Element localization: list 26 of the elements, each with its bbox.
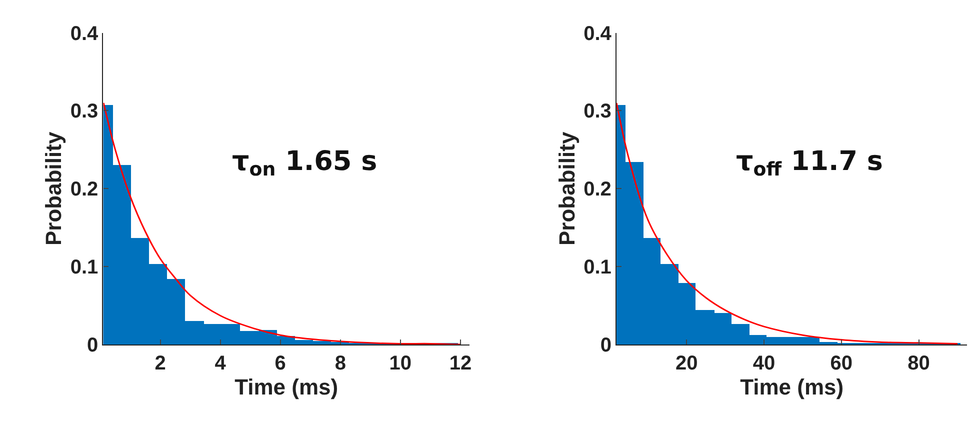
- y-tick-label: 0.2: [584, 178, 612, 201]
- y-tick-label: 0: [87, 334, 98, 356]
- y-axis-title: Probability: [554, 131, 580, 246]
- x-tick-label: 80: [908, 352, 930, 375]
- y-tick-label: 0.1: [70, 256, 98, 279]
- x-tick-label: 8: [334, 352, 346, 375]
- y-axis-title: Probability: [41, 131, 66, 246]
- x-tick-label: 2: [154, 352, 166, 375]
- x-tick-label: 6: [274, 352, 286, 375]
- y-tick-label: 0: [600, 334, 612, 356]
- x-tick-label: 40: [752, 352, 776, 375]
- x-tick-label: 4: [214, 352, 227, 375]
- x-tick-label: 20: [675, 352, 698, 375]
- annotation: τ$_{on}$ 1.65 s: [232, 146, 378, 181]
- x-tick-label: 10: [389, 352, 412, 375]
- y-tick-label: 0.4: [584, 22, 612, 45]
- y-tick-label: 0.3: [70, 100, 98, 123]
- y-tick-label: 0.1: [584, 256, 612, 279]
- y-tick-label: 0.4: [70, 22, 100, 45]
- y-tick-label: 0.2: [70, 178, 98, 201]
- y-tick-label: 0.3: [584, 100, 612, 123]
- x-tick-label: 60: [830, 352, 853, 375]
- annotation: τ$_{off}$ 11.7 s: [736, 146, 884, 181]
- x-axis-title: Time (ms): [740, 374, 844, 400]
- x-tick-label: 12: [449, 352, 472, 375]
- x-axis-title: Time (ms): [234, 374, 338, 400]
